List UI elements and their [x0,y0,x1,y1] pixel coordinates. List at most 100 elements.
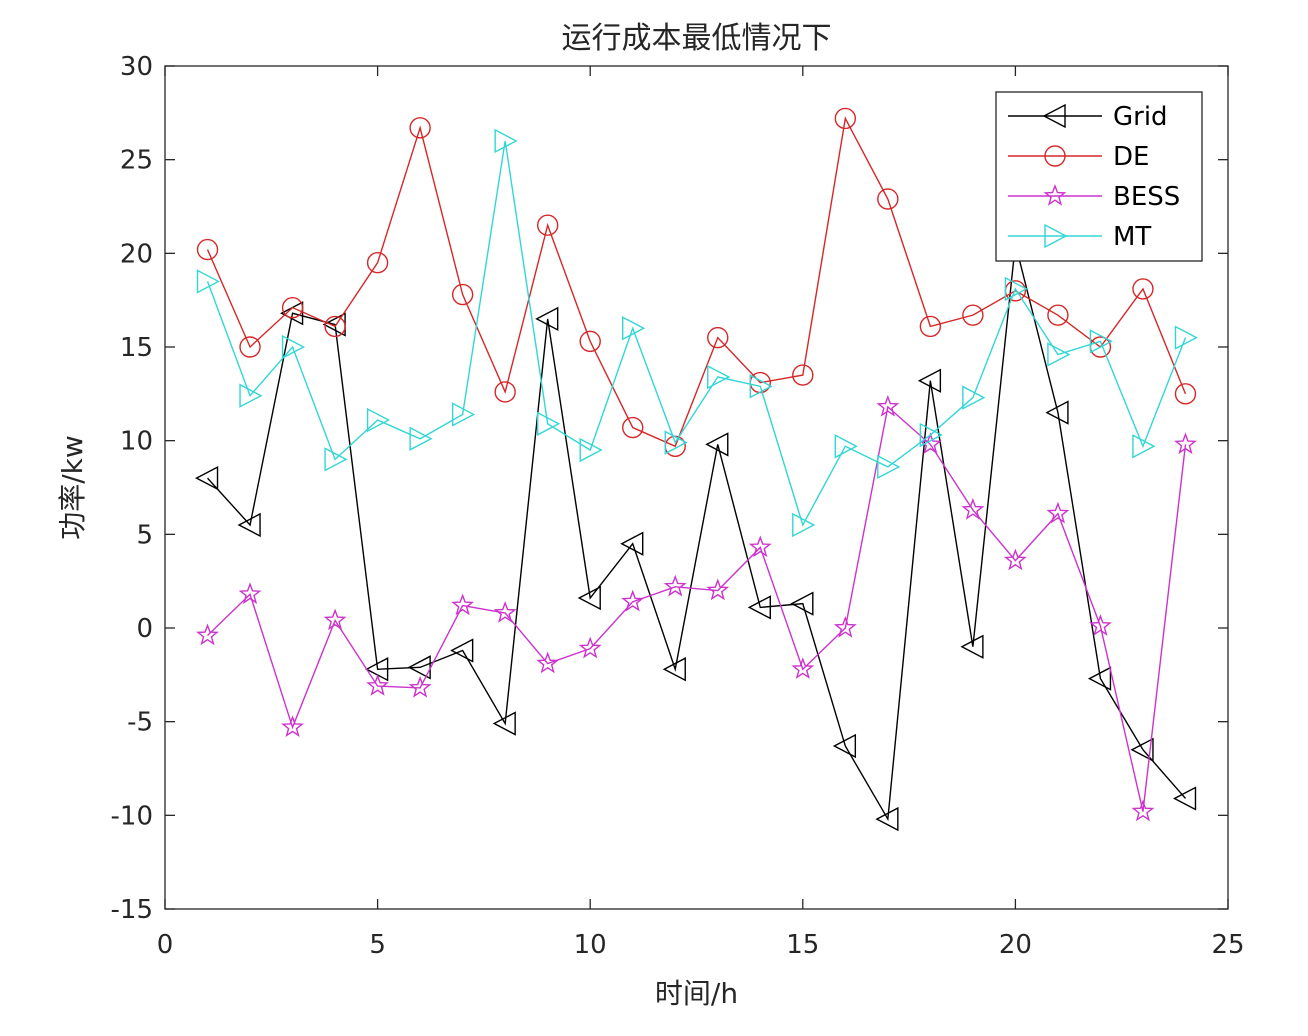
legend-label-bess: BESS [1113,182,1180,212]
series-grid [195,231,1197,832]
data-point-de [834,107,857,130]
y-tick-label: 5 [136,520,153,550]
data-point-de [324,315,346,338]
data-point-mt [834,434,858,459]
data-point-mt [1047,342,1071,367]
data-point-mt [451,402,476,427]
data-point-grid [237,512,261,538]
data-point-bess [451,593,475,616]
y-tick-label: 0 [136,614,153,644]
data-point-grid [960,634,984,659]
series-bess [196,394,1197,822]
data-point-grid [832,733,857,759]
data-point-mt [196,269,221,294]
data-point-de [622,416,644,439]
series-layer [195,107,1198,832]
legend-label-grid: Grid [1113,102,1168,132]
legend-marker-mt [1044,223,1068,249]
data-point-bess [536,651,560,674]
series-line-grid [207,243,1187,822]
data-point-bess [706,578,730,601]
x-axis-title: 时间/h [655,977,738,1010]
data-point-grid [620,531,644,556]
y-axis-title: 功率/kw [56,435,89,540]
legend-label-mt: MT [1113,222,1151,252]
data-point-bess [323,608,347,631]
data-point-bess [238,582,262,604]
data-point-de [792,364,814,386]
data-point-mt [494,128,518,154]
data-point-mt [749,374,773,399]
series-line-bess [207,405,1187,812]
data-point-de [707,326,729,349]
data-point-de [366,252,389,274]
data-point-grid [747,595,771,620]
data-point-grid [365,657,389,682]
data-point-bess [961,497,985,520]
data-point-grid [1087,666,1112,691]
series-line-de [206,116,1187,448]
axis-ticks: 0 5 10 15 20 25 -15 -10 -5 0 5 10 15 20 25 30 [111,52,1245,960]
data-point-grid [1045,400,1069,425]
legend-marker-de [1044,145,1066,167]
data-point-mt [324,447,348,472]
data-point-de [579,330,601,353]
chart-title: 运行成本最低情况下 [562,21,832,56]
data-point-de [877,188,899,210]
data-point-bess [196,623,219,646]
data-point-de [409,117,431,139]
data-point-de [919,315,942,338]
x-tick-label: 5 [369,930,386,960]
data-point-de [451,283,474,306]
data-point-bess [578,636,602,659]
x-tick-label: 25 [1211,930,1244,960]
data-point-mt [1174,325,1198,350]
data-point-bess [876,394,900,417]
data-point-bess [281,715,304,737]
legend-label-de: DE [1113,142,1149,172]
y-tick-label: 30 [120,52,153,82]
y-tick-label: 25 [120,146,153,176]
data-point-bess [791,657,815,679]
data-point-mt [962,385,986,410]
data-point-bess [748,535,772,558]
x-tick-label: 15 [786,930,819,960]
data-point-mt [579,437,603,463]
y-tick-label: -15 [111,895,153,925]
data-point-grid [577,585,601,611]
x-tick-label: 0 [157,930,174,960]
series-mt [196,128,1198,538]
data-point-grid [1130,737,1154,762]
data-point-mt [792,512,816,538]
data-point-grid [450,638,474,663]
data-point-mt [1132,434,1156,459]
data-point-mt [1004,276,1028,302]
data-point-mt [536,411,561,436]
data-point-grid [705,432,729,457]
data-point-de [536,214,559,236]
data-point-mt [919,422,943,448]
data-point-de [1047,304,1069,326]
data-point-bess [1089,614,1112,636]
legend-box [995,91,1203,262]
data-point-bess [1046,501,1070,524]
data-point-grid [917,368,942,393]
data-point-mt [281,334,306,360]
data-point-grid [1172,786,1197,811]
x-tick-label: 10 [574,930,607,960]
data-point-de [281,296,304,319]
data-point-mt [409,426,433,451]
data-point-bess [408,675,432,698]
y-tick-label: 15 [120,333,153,363]
series-line-mt [206,140,1187,527]
data-point-grid [790,591,814,616]
y-tick-label: 10 [120,427,153,457]
data-point-bess [1174,432,1197,455]
y-tick-label: 20 [120,239,153,269]
data-point-de [1174,383,1197,405]
data-point-grid [195,465,219,491]
data-point-grid [535,306,559,332]
y-tick-label: -5 [127,708,153,738]
x-tick-label: 20 [999,930,1032,960]
data-point-grid [492,711,516,736]
